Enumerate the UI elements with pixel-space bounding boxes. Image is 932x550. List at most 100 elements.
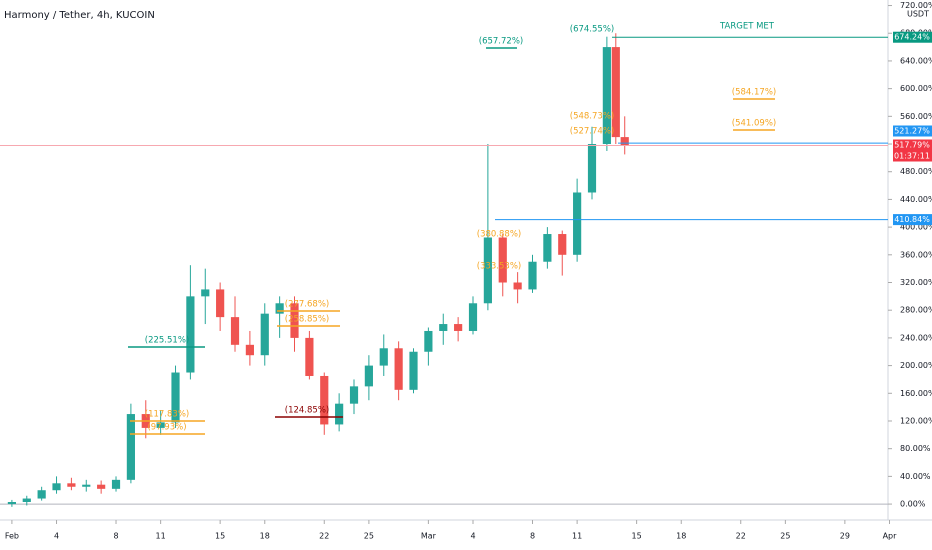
x-tick-label: Mar bbox=[421, 532, 437, 541]
candle-body bbox=[186, 296, 195, 373]
candle-body bbox=[156, 422, 165, 428]
x-tick-label: 15 bbox=[215, 532, 225, 541]
annotation: (333.53%) bbox=[477, 262, 521, 272]
candle-body bbox=[543, 234, 552, 262]
y-tick-label: 120.00% bbox=[900, 416, 932, 425]
candle-body bbox=[37, 490, 46, 499]
x-tick-label: 25 bbox=[364, 532, 374, 541]
x-tick-label: Apr bbox=[883, 532, 898, 541]
annotation: (548.73%) bbox=[570, 112, 614, 122]
price-tag-label: 674.24% bbox=[894, 33, 930, 42]
candle-body bbox=[513, 282, 522, 290]
candle-body bbox=[275, 303, 284, 314]
x-tick-label: 25 bbox=[780, 532, 790, 541]
candle-body bbox=[52, 483, 61, 491]
x-tick-label: Feb bbox=[5, 532, 19, 541]
x-tick-label: 8 bbox=[113, 532, 118, 541]
annotation: (657.72%) bbox=[479, 37, 523, 47]
candle-body bbox=[335, 403, 344, 425]
candle-body bbox=[439, 324, 448, 331]
candle-body bbox=[320, 375, 329, 425]
annotation: TARGET MET bbox=[719, 22, 775, 32]
price-tag bbox=[893, 125, 932, 137]
candle-body bbox=[216, 289, 225, 318]
y-tick-label: 280.00% bbox=[900, 306, 932, 315]
candle-body bbox=[468, 303, 478, 331]
x-tick-label: 4 bbox=[470, 532, 475, 541]
y-tick-label: 360.00% bbox=[900, 250, 932, 259]
candle-body bbox=[498, 237, 507, 283]
x-tick-label: 18 bbox=[676, 532, 686, 541]
x-tick-label: 4 bbox=[54, 532, 59, 541]
candle-body bbox=[97, 484, 106, 489]
candle-body bbox=[620, 137, 629, 146]
y-tick-label: 480.00% bbox=[900, 167, 932, 176]
price-tag-label: 410.84% bbox=[894, 215, 930, 224]
x-tick-label: 29 bbox=[840, 532, 850, 541]
candle-body bbox=[245, 344, 254, 356]
candle-body bbox=[483, 237, 492, 304]
candle-body bbox=[126, 414, 135, 480]
annotation: (258.85%) bbox=[285, 315, 329, 325]
y-tick-label: 0.00% bbox=[900, 500, 926, 509]
candle-body bbox=[394, 348, 403, 390]
x-tick-label: 8 bbox=[530, 532, 535, 541]
candle-body bbox=[201, 289, 210, 297]
chart-title: Harmony / Tether, 4h, KUCOIN bbox=[4, 10, 155, 21]
annotation: (380.88%) bbox=[477, 230, 521, 240]
candle-body bbox=[349, 386, 359, 404]
price-tag bbox=[893, 139, 932, 162]
candle-body bbox=[305, 337, 314, 376]
candle-body bbox=[602, 47, 611, 145]
candle-body bbox=[230, 317, 240, 345]
price-tag-label: 521.27% bbox=[894, 127, 930, 136]
candle-body bbox=[573, 192, 582, 255]
annotation: (541.09%) bbox=[732, 119, 776, 129]
candle-body bbox=[7, 501, 16, 505]
candle-body bbox=[424, 330, 433, 352]
candle-body bbox=[171, 372, 180, 423]
y-tick-label: 400.00% bbox=[900, 223, 932, 232]
annotation: (527.74%) bbox=[570, 127, 614, 137]
x-tick-label: 15 bbox=[632, 532, 642, 541]
annotation: (674.55%) bbox=[570, 25, 614, 35]
x-tick-label: 11 bbox=[156, 532, 166, 541]
price-tag bbox=[893, 214, 932, 226]
y-tick-label: 80.00% bbox=[900, 444, 931, 453]
candle-body bbox=[22, 498, 31, 502]
annotation: (277.68%) bbox=[285, 300, 329, 310]
x-tick-label: 11 bbox=[572, 532, 582, 541]
candle-body bbox=[528, 261, 537, 290]
y-tick-label: 720.00% bbox=[900, 1, 932, 10]
x-tick-label: 18 bbox=[260, 532, 270, 541]
candle-body bbox=[587, 144, 597, 193]
y-tick-label: 440.00% bbox=[900, 195, 932, 204]
annotation: (117.83%) bbox=[145, 410, 189, 420]
y-tick-label: 600.00% bbox=[900, 84, 932, 93]
candle-body bbox=[558, 234, 567, 255]
y-tick-label: 560.00% bbox=[900, 112, 932, 121]
candle-body bbox=[67, 483, 76, 487]
y-tick-label: 640.00% bbox=[900, 56, 932, 65]
price-tag-timer: 01:37:11 bbox=[894, 152, 930, 161]
candle-body bbox=[82, 484, 91, 487]
candle-body bbox=[611, 47, 620, 138]
y-tick-label: 200.00% bbox=[900, 361, 932, 370]
x-tick-label: 22 bbox=[319, 532, 329, 541]
annotation: (97.93%) bbox=[147, 423, 186, 433]
y-tick-label: 160.00% bbox=[900, 389, 932, 398]
price-tag-label: 517.79% bbox=[894, 141, 930, 150]
annotation: (584.17%) bbox=[732, 88, 776, 98]
candle-body bbox=[409, 351, 418, 390]
candle-body bbox=[290, 303, 299, 338]
candle-body bbox=[111, 479, 121, 489]
candle-body bbox=[364, 365, 373, 387]
annotation: (124.85%) bbox=[285, 406, 329, 416]
annotation: (225.51%) bbox=[145, 336, 189, 346]
candle-body bbox=[379, 348, 388, 366]
candle-body bbox=[260, 313, 269, 356]
x-tick-label: 22 bbox=[736, 532, 746, 541]
y-tick-label: 240.00% bbox=[900, 333, 932, 342]
